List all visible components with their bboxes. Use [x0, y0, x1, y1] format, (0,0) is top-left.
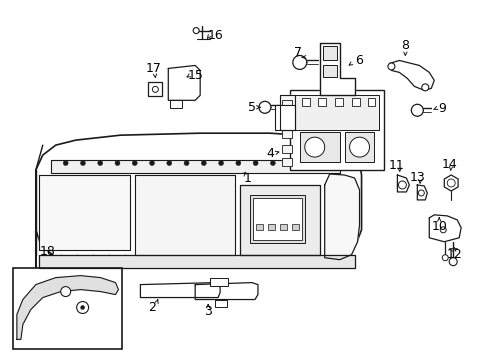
Circle shape [77, 302, 88, 314]
Circle shape [387, 63, 394, 70]
Bar [281, 100, 291, 108]
Bar [334, 98, 342, 106]
Text: 13: 13 [408, 171, 425, 184]
Circle shape [98, 161, 102, 166]
Circle shape [235, 161, 241, 166]
Bar [281, 130, 291, 138]
Text: 9: 9 [437, 102, 445, 115]
Text: 7: 7 [293, 46, 301, 59]
Circle shape [132, 161, 137, 166]
Bar [148, 82, 162, 96]
Text: 3: 3 [204, 305, 212, 318]
Bar [289, 90, 384, 170]
Circle shape [417, 190, 424, 196]
Circle shape [305, 161, 309, 166]
Bar [291, 224, 298, 230]
Circle shape [193, 28, 199, 33]
Circle shape [447, 179, 454, 187]
Bar [367, 98, 375, 106]
Circle shape [183, 161, 189, 166]
Circle shape [287, 161, 292, 166]
Bar [255, 224, 263, 230]
Text: 12: 12 [446, 248, 461, 261]
Text: 14: 14 [441, 158, 456, 171]
Circle shape [201, 161, 206, 166]
Circle shape [81, 306, 84, 310]
Polygon shape [324, 174, 359, 260]
Text: 17: 17 [145, 62, 161, 75]
Bar [13, 268, 122, 349]
Bar [281, 115, 291, 123]
Circle shape [270, 161, 275, 166]
Polygon shape [279, 95, 294, 130]
Circle shape [149, 161, 154, 166]
Text: 2: 2 [148, 301, 156, 314]
Polygon shape [17, 276, 118, 339]
Bar [210, 278, 227, 285]
Circle shape [441, 255, 447, 261]
Circle shape [152, 86, 158, 92]
Bar [267, 224, 274, 230]
Bar [279, 224, 286, 230]
Polygon shape [319, 42, 354, 95]
Circle shape [115, 161, 120, 166]
Circle shape [410, 104, 423, 116]
Bar [301, 98, 309, 106]
Circle shape [81, 161, 85, 166]
Circle shape [259, 101, 270, 113]
Circle shape [304, 137, 324, 157]
Circle shape [398, 181, 406, 189]
Bar [294, 95, 379, 130]
Circle shape [292, 55, 306, 69]
Polygon shape [51, 160, 339, 173]
Polygon shape [240, 185, 319, 255]
Circle shape [349, 137, 369, 157]
Polygon shape [195, 283, 258, 300]
Text: 5: 5 [247, 101, 255, 114]
Bar [249, 195, 304, 243]
Bar [317, 98, 325, 106]
Polygon shape [39, 175, 130, 250]
Bar [344, 132, 374, 162]
Bar [281, 158, 291, 166]
Circle shape [421, 84, 428, 91]
Text: 16: 16 [207, 29, 223, 42]
Polygon shape [140, 283, 220, 298]
Circle shape [322, 161, 326, 166]
Bar [274, 105, 294, 130]
Bar [281, 145, 291, 153]
Bar [322, 66, 336, 77]
Circle shape [63, 161, 68, 166]
Circle shape [166, 161, 171, 166]
Bar [299, 132, 339, 162]
Text: 8: 8 [401, 39, 408, 52]
Text: 11: 11 [388, 158, 404, 172]
Circle shape [253, 161, 258, 166]
Polygon shape [428, 215, 460, 242]
Bar [252, 198, 301, 240]
Bar [215, 300, 226, 306]
Bar [351, 98, 359, 106]
Circle shape [439, 227, 446, 233]
Circle shape [448, 258, 456, 266]
Circle shape [61, 287, 71, 297]
Circle shape [218, 161, 223, 166]
Text: 10: 10 [430, 220, 446, 233]
Text: 4: 4 [265, 147, 273, 159]
Polygon shape [39, 255, 354, 268]
Polygon shape [168, 66, 200, 100]
Bar [322, 45, 336, 60]
Polygon shape [36, 133, 361, 289]
Polygon shape [135, 175, 235, 255]
Text: 6: 6 [355, 54, 363, 67]
Text: 1: 1 [244, 171, 251, 185]
Text: 18: 18 [40, 245, 56, 258]
Bar [170, 100, 182, 108]
Text: 15: 15 [187, 69, 203, 82]
